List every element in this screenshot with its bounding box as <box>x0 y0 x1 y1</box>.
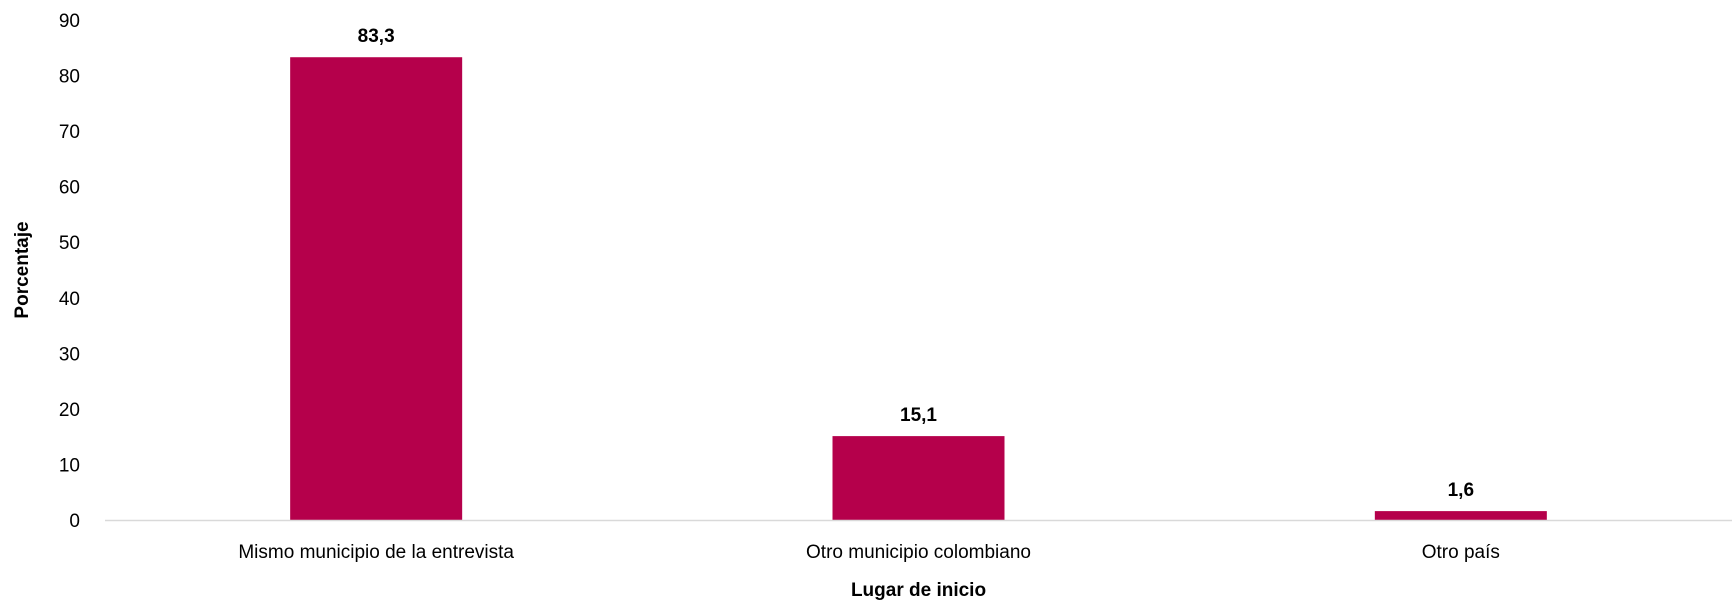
bars <box>290 57 1547 520</box>
x-category-label: Mismo municipio de la entrevista <box>238 542 514 563</box>
y-tick-label: 10 <box>59 455 80 476</box>
data-label: 83,3 <box>358 26 395 47</box>
y-tick-label: 20 <box>59 400 80 421</box>
data-label: 1,6 <box>1448 480 1474 501</box>
y-tick-label: 50 <box>59 233 80 254</box>
x-axis-categories: Mismo municipio de la entrevista Otro mun… <box>238 542 1500 563</box>
data-label: 15,1 <box>900 405 937 426</box>
data-labels: 83,3 15,1 1,6 <box>358 26 1474 501</box>
y-tick-label: 60 <box>59 178 80 199</box>
y-tick-label: 0 <box>69 511 80 532</box>
y-axis-title: Porcentaje <box>12 221 33 318</box>
y-tick-label: 90 <box>59 11 80 32</box>
bar <box>1374 511 1547 520</box>
y-axis-ticks: 0 10 20 30 40 50 60 70 80 90 <box>59 11 80 532</box>
y-tick-label: 30 <box>59 344 80 365</box>
x-category-label: Otro municipio colombiano <box>806 542 1031 563</box>
y-tick-label: 80 <box>59 67 80 88</box>
y-tick-label: 40 <box>59 289 80 310</box>
bar <box>832 436 1005 520</box>
bar <box>290 57 463 520</box>
y-tick-label: 70 <box>59 122 80 143</box>
x-category-label: Otro país <box>1422 542 1500 563</box>
x-axis-title: Lugar de inicio <box>851 580 986 601</box>
